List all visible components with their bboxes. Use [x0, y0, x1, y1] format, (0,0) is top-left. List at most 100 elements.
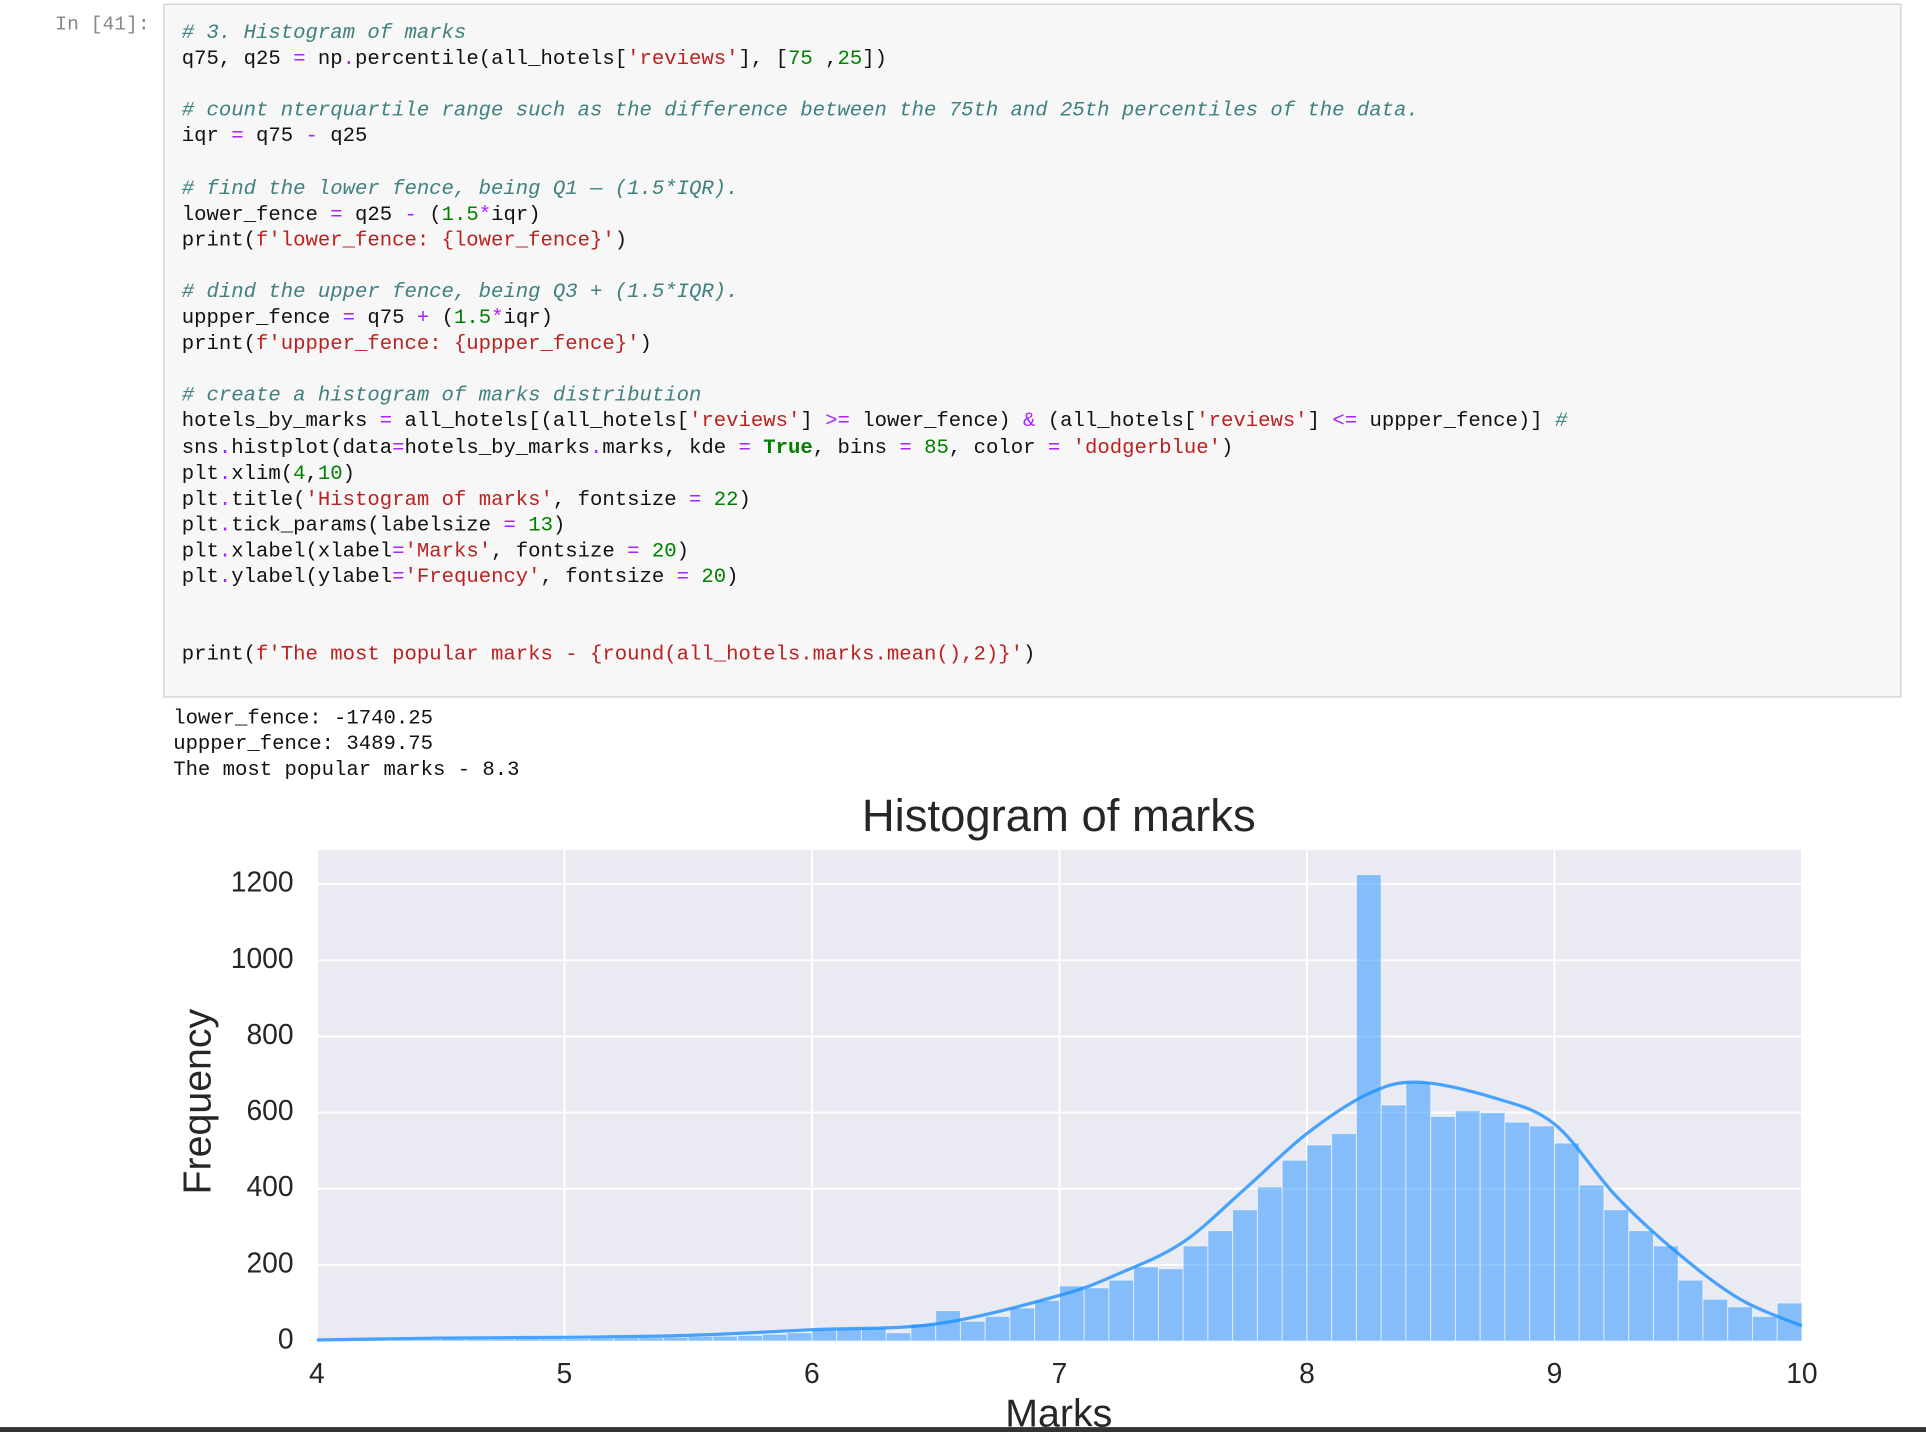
- code-token: # create a histogram of marks distributi…: [181, 384, 702, 409]
- code-token: # count nterquartile range such as the d…: [181, 99, 1419, 124]
- bar: [1529, 1125, 1555, 1342]
- x-tick-label: 8: [1299, 1357, 1315, 1389]
- code-token: =: [899, 436, 912, 460]
- bar: [712, 1335, 739, 1342]
- bar: [935, 1310, 961, 1342]
- bar: [563, 1338, 590, 1342]
- bar: [489, 1338, 516, 1342]
- bar: [613, 1337, 640, 1342]
- code-cell[interactable]: [163, 3, 1902, 698]
- code-token: =: [392, 540, 405, 564]
- bar: [1677, 1279, 1704, 1342]
- x-tick-label: 5: [557, 1357, 573, 1389]
- code-token: f'lower_fence: {lower_fence}': [256, 229, 615, 253]
- bar: [1034, 1299, 1060, 1342]
- code-token: .: [218, 566, 232, 590]
- bar: [1083, 1287, 1110, 1342]
- chart-title: Histogram of marks: [862, 790, 1256, 841]
- code-token: 85: [924, 436, 949, 460]
- bar: [1652, 1245, 1679, 1342]
- cell-prompt: In [41]:: [55, 13, 150, 36]
- code-token: >=: [825, 410, 850, 435]
- bar: [1430, 1115, 1456, 1342]
- code-token: .: [218, 488, 232, 512]
- code-token: 'reviews': [1196, 410, 1308, 435]
- bar: [1232, 1209, 1258, 1342]
- code-token: =: [392, 566, 405, 590]
- x-tick-label: 6: [804, 1357, 820, 1389]
- bar: [1133, 1266, 1159, 1342]
- x-axis-label: Marks: [1005, 1391, 1112, 1432]
- bar: [1504, 1121, 1531, 1342]
- y-tick-label: 600: [246, 1094, 293, 1126]
- code-token: 'Frequency': [404, 566, 541, 590]
- code-token: 'reviews': [688, 410, 801, 435]
- bar: [662, 1336, 689, 1342]
- code-token: =: [231, 125, 244, 150]
- code-token: =: [342, 307, 355, 331]
- output-line: lower_fence: -1740.25: [173, 707, 433, 731]
- bar: [786, 1332, 813, 1342]
- code-token: =: [738, 436, 751, 460]
- x-tick-label: 10: [1786, 1357, 1817, 1389]
- bar: [1157, 1268, 1184, 1342]
- bar: [959, 1320, 986, 1342]
- bar: [1331, 1133, 1357, 1342]
- code-token: 20: [701, 566, 727, 590]
- code-token: # find the lower fence, being Q1 — (1.5*…: [181, 177, 739, 201]
- code-token: +: [416, 307, 430, 331]
- code-token: 22: [713, 488, 739, 512]
- y-axis-label: Frequency: [176, 1008, 220, 1194]
- bar: [1553, 1142, 1580, 1342]
- cell-output: lower_fence: -1740.25 uppper_fence: 3489.…: [173, 706, 519, 784]
- x-tick-label: 4: [309, 1357, 325, 1389]
- code-token: =: [1047, 436, 1061, 460]
- bar: [1207, 1230, 1234, 1342]
- code-token: =: [503, 514, 516, 538]
- code-token: f'uppper_fence: {uppper_fence}': [256, 332, 640, 357]
- bar: [1306, 1144, 1333, 1342]
- bar: [1603, 1209, 1630, 1342]
- code-token: # 3. Histogram of marks: [181, 22, 467, 46]
- code-token: f'The most popular marks - {round(all_ho…: [256, 643, 1023, 668]
- code-token: =: [392, 436, 405, 460]
- y-tick-label: 1200: [231, 866, 294, 898]
- y-tick-label: 0: [278, 1323, 294, 1355]
- bar: [1702, 1298, 1729, 1342]
- code-token: .: [218, 514, 232, 538]
- code-token: 'Marks': [404, 540, 492, 564]
- code-token: =: [627, 540, 640, 564]
- bar: [761, 1333, 788, 1342]
- y-tick-label: 200: [246, 1246, 293, 1278]
- y-tick-label: 800: [246, 1018, 293, 1050]
- code-token: .: [342, 48, 356, 72]
- bar: [464, 1338, 491, 1342]
- code-token: 4: [293, 462, 306, 486]
- code-token: <=: [1332, 410, 1358, 435]
- code-token: 13: [528, 514, 553, 538]
- code-token: 20: [651, 540, 677, 564]
- bar: [1479, 1112, 1506, 1342]
- code-token: 1.5: [453, 307, 492, 331]
- bar: [811, 1329, 838, 1342]
- bar: [1578, 1184, 1605, 1342]
- x-tick-label: 9: [1547, 1357, 1563, 1389]
- code-token: 'dodgerblue': [1072, 436, 1222, 460]
- code-token: =: [676, 566, 690, 590]
- code: # 3. Histogram of marks q75, q25 = np.pe…: [181, 22, 1568, 668]
- code-token: .: [218, 462, 232, 486]
- code-token: 'Histogram of marks': [305, 488, 553, 512]
- code-token: # dind the upper fence, being Q3 + (1.5*…: [181, 281, 739, 305]
- bar: [1108, 1279, 1135, 1342]
- code-token: -: [305, 125, 318, 150]
- bar: [836, 1328, 862, 1342]
- code-token: =: [379, 410, 393, 435]
- code-token: 1.5: [441, 203, 479, 227]
- output-line: uppper_fence: 3489.75: [173, 733, 433, 757]
- window-edge: [0, 1427, 1926, 1432]
- code-token: .: [218, 436, 232, 460]
- output-line: The most popular marks - 8.3: [173, 759, 520, 783]
